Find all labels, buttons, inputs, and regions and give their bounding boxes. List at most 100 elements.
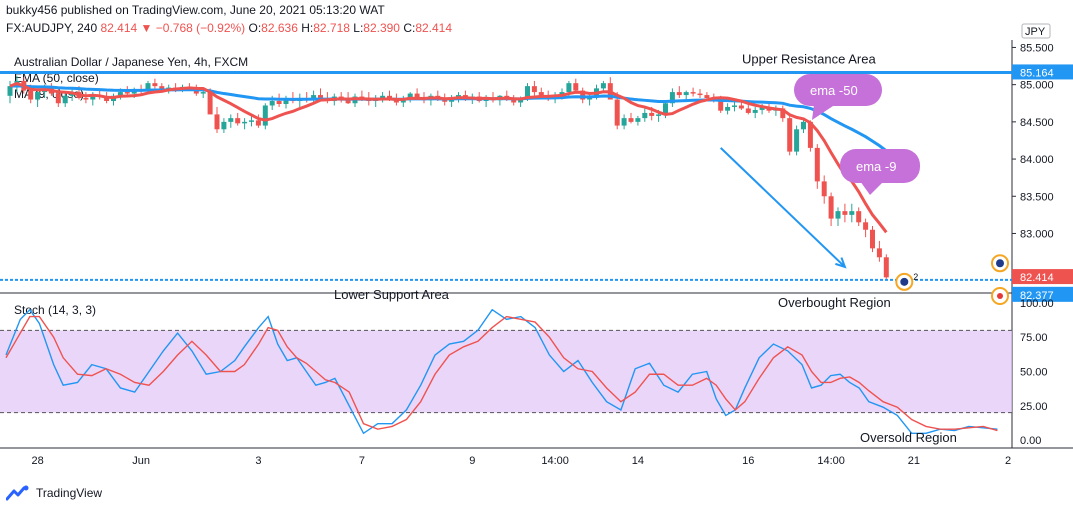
event-count: 2	[913, 272, 918, 282]
candle-body	[117, 92, 123, 96]
low-label: L:	[353, 21, 364, 35]
trend-arrow	[720, 147, 846, 268]
ema-50-bubble	[794, 74, 882, 106]
overbought-label: Overbought Region	[778, 295, 891, 310]
candle-body	[635, 118, 641, 122]
candle-body	[732, 105, 737, 107]
candle-body	[752, 109, 758, 113]
candle-body	[842, 211, 848, 215]
candle-body	[621, 118, 627, 126]
time-tick-label: 16	[742, 455, 754, 467]
candle-body	[380, 95, 386, 99]
candle-body	[228, 118, 234, 122]
candle-body	[283, 99, 289, 104]
tradingview-logo[interactable]: TradingView	[6, 485, 102, 501]
candle-body	[821, 181, 827, 197]
candle-body	[214, 114, 220, 130]
candle-body	[221, 121, 227, 130]
candle-body	[642, 112, 648, 119]
candle-body	[690, 92, 696, 94]
candle-body	[28, 90, 34, 100]
close-value: 82.414	[415, 21, 453, 35]
candle-body	[442, 99, 448, 102]
time-tick-label: 28	[31, 455, 43, 467]
legend-ema: EMA (50, close)	[14, 71, 99, 85]
candle-body	[55, 93, 61, 104]
candle-body	[249, 120, 254, 122]
candle-body	[83, 98, 89, 100]
chart-title: Australian Dollar / Japanese Yen, 4h, FX…	[14, 55, 248, 69]
high-label: H:	[301, 21, 314, 35]
candle-body	[856, 211, 862, 223]
candle-body	[801, 121, 806, 130]
candle-body	[676, 92, 682, 96]
event-flag-icon	[900, 277, 909, 286]
symbol-ohlc: FX:AUDJPY, 240 82.414 ▼ −0.768 (−0.92%) …	[6, 21, 452, 35]
candle-body	[683, 92, 689, 96]
ma-9-line	[9, 81, 888, 234]
candle-body	[718, 99, 724, 111]
candle-body	[7, 86, 13, 96]
ema-9-annotation: ema -9	[856, 159, 896, 174]
price-tick-label: 83.000	[1020, 228, 1054, 240]
candle-body	[538, 92, 544, 96]
candle-body	[828, 196, 834, 219]
candle-body	[787, 118, 793, 152]
time-tick-label: Jun	[132, 455, 150, 467]
stoch-tick-label: 50.00	[1020, 367, 1048, 379]
price-tick-label: 84.500	[1020, 117, 1054, 129]
stoch-tick-label: 0.00	[1020, 435, 1041, 447]
candle-body	[870, 229, 875, 249]
trend-arrow-head	[835, 257, 847, 269]
ema-50-bubble-tail	[812, 104, 836, 120]
candle-body	[600, 83, 606, 89]
candle-body	[807, 121, 813, 148]
tradingview-brand: TradingView	[36, 486, 103, 500]
candle-body	[200, 92, 206, 94]
candle-body	[311, 95, 317, 100]
ema-50-annotation: ema -50	[810, 83, 858, 98]
close-label: C:	[403, 21, 416, 35]
candle-body	[235, 118, 241, 124]
candle-body	[269, 101, 275, 106]
time-tick-label: 14:00	[541, 455, 569, 467]
support-price-tag	[1012, 286, 1073, 302]
candle-body	[407, 93, 413, 99]
candle-body	[614, 99, 620, 126]
candle-body	[849, 211, 855, 215]
candle-body	[242, 121, 248, 124]
time-tick-label: 9	[469, 455, 475, 467]
candle-body	[559, 92, 565, 96]
candle-body	[531, 86, 537, 93]
candle-body	[876, 248, 882, 258]
time-tick-label: 7	[359, 455, 365, 467]
candle-body	[145, 83, 151, 91]
high-value: 82.718	[313, 21, 350, 35]
stoch-tick-label: 25.00	[1020, 401, 1048, 413]
support-label: Lower Support Area	[334, 287, 450, 302]
stoch-d-line	[5, 315, 998, 432]
candle-body	[276, 101, 282, 104]
candle-body	[725, 106, 731, 111]
candle-body	[573, 83, 579, 91]
candle-body	[35, 92, 41, 100]
price-tick-label: 84.000	[1020, 154, 1054, 166]
candle-body	[580, 90, 586, 100]
candle-body	[697, 93, 703, 96]
candle-body	[628, 118, 634, 122]
candle-body	[62, 95, 68, 104]
candle-body	[745, 108, 751, 113]
candle-body	[566, 83, 572, 93]
candle-body	[835, 211, 841, 219]
candle-body	[207, 92, 213, 115]
open-value: 82.636	[261, 21, 298, 35]
candle-body	[152, 83, 158, 87]
candle-body	[759, 106, 765, 110]
candle-body	[814, 147, 820, 182]
price-tick-label: 85.000	[1020, 80, 1054, 92]
candle-body	[669, 92, 675, 104]
price-tick-label: 85.500	[1020, 42, 1054, 54]
stoch-band	[0, 330, 1012, 413]
open-label: O:	[248, 21, 262, 35]
